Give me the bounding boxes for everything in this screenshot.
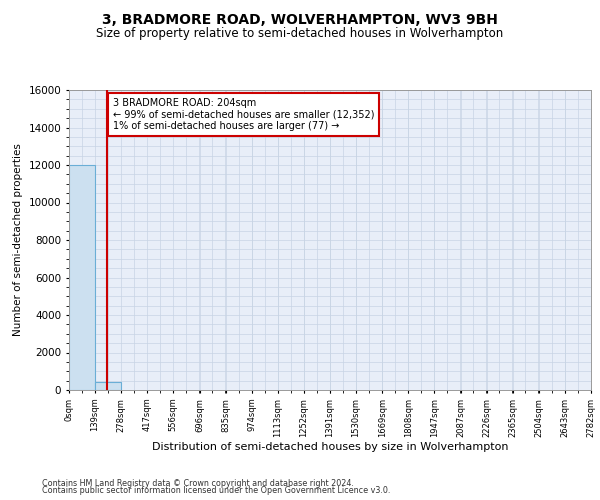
Y-axis label: Number of semi-detached properties: Number of semi-detached properties [13,144,23,336]
Text: Contains HM Land Registry data © Crown copyright and database right 2024.: Contains HM Land Registry data © Crown c… [42,478,354,488]
Bar [69,165,95,390]
Text: 3, BRADMORE ROAD, WOLVERHAMPTON, WV3 9BH: 3, BRADMORE ROAD, WOLVERHAMPTON, WV3 9BH [102,12,498,26]
Text: Size of property relative to semi-detached houses in Wolverhampton: Size of property relative to semi-detach… [97,28,503,40]
Text: Contains public sector information licensed under the Open Government Licence v3: Contains public sector information licen… [42,486,391,495]
Text: 3 BRADMORE ROAD: 204sqm
← 99% of semi-detached houses are smaller (12,352)
1% of: 3 BRADMORE ROAD: 204sqm ← 99% of semi-de… [113,98,374,130]
Bar [95,382,121,390]
X-axis label: Distribution of semi-detached houses by size in Wolverhampton: Distribution of semi-detached houses by … [152,442,508,452]
